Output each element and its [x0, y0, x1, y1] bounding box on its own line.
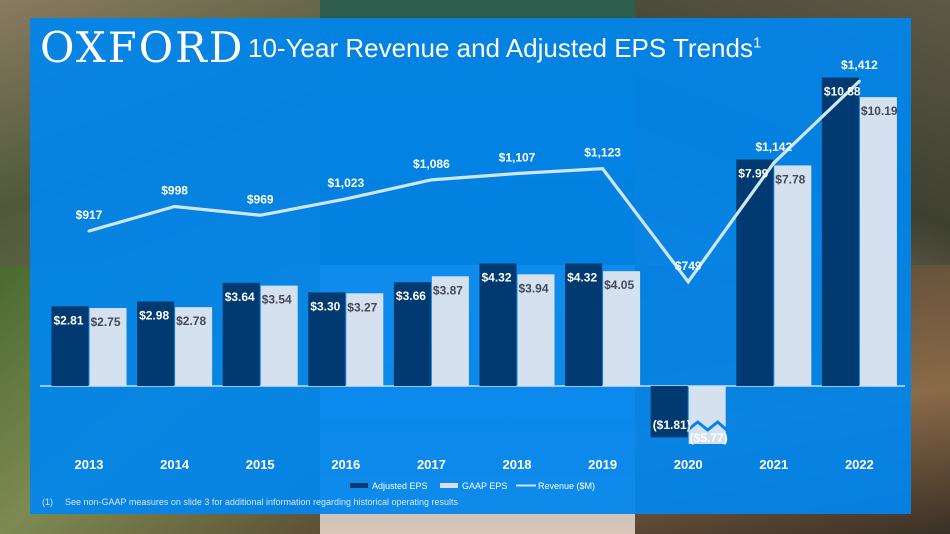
x-tick-label: 2019	[588, 457, 617, 472]
adjusted-eps-bar	[137, 301, 175, 386]
revenue-point	[772, 161, 776, 165]
legend-label: Revenue ($M)	[538, 481, 595, 491]
legend-swatch	[350, 483, 368, 488]
gaap-eps-label: $3.27	[347, 300, 377, 314]
adjusted-eps-label: ($1.81)	[653, 418, 691, 432]
gaap-eps-bar	[688, 386, 726, 444]
legend-label: Adjusted EPS	[372, 481, 428, 491]
revenue-line-layer	[87, 79, 861, 285]
gaap-eps-bar	[346, 293, 384, 386]
revenue-point	[601, 167, 605, 171]
adjusted-eps-label: $4.32	[482, 271, 512, 285]
x-tick-label: 2014	[160, 457, 190, 472]
gaap-eps-label: $4.05	[604, 278, 634, 292]
revenue-point	[87, 229, 91, 233]
gaap-eps-bar	[89, 308, 127, 386]
bars-layer	[40, 77, 905, 444]
revenue-label: $917	[76, 208, 103, 222]
legend-swatch	[440, 483, 458, 488]
x-tick-label: 2018	[503, 457, 532, 472]
page-title: 10-Year Revenue and Adjusted EPS Trends1	[248, 32, 761, 64]
x-tick-label: 2022	[845, 457, 874, 472]
footnote-marker: (1)	[42, 497, 53, 507]
adjusted-eps-label: $4.32	[567, 271, 597, 285]
revenue-line	[88, 80, 861, 285]
page-title-text: 10-Year Revenue and Adjusted EPS Trends	[248, 33, 753, 63]
revenue-point	[686, 280, 690, 284]
adjusted-eps-bar	[736, 159, 774, 386]
footnote-text: See non-GAAP measures on slide 3 for add…	[65, 497, 459, 507]
revenue-point	[857, 79, 861, 83]
adjusted-eps-bar	[565, 263, 603, 386]
labels-layer: $2.81 $2.75 2013 $2.98 $2.78 2014 $3.64 $3.54 20…	[54, 58, 898, 472]
gaap-eps-label: $3.94	[519, 281, 549, 295]
revenue-label: $1,023	[327, 176, 364, 190]
revenue-label: $998	[161, 183, 188, 197]
revenue-point	[429, 178, 433, 182]
adjusted-eps-label: $10.88	[824, 85, 861, 99]
revenue-label: $1,142	[755, 140, 792, 154]
legend-label: GAAP EPS	[462, 481, 507, 491]
gaap-eps-bar	[431, 276, 469, 386]
gaap-eps-bar	[260, 285, 298, 386]
footnote: (1) See non-GAAP measures on slide 3 for …	[42, 497, 458, 507]
adjusted-eps-label: $3.66	[396, 289, 426, 303]
gaap-eps-label: ($5.77)	[690, 431, 728, 445]
oxford-logo: OXFORD	[40, 23, 245, 72]
gaap-eps-label: $7.78	[775, 172, 805, 186]
gaap-eps-label: $2.78	[176, 314, 206, 328]
gaap-eps-label: $3.54	[262, 293, 292, 307]
x-tick-label: 2020	[674, 457, 703, 472]
revenue-label: $1,123	[584, 146, 621, 160]
adjusted-eps-bar	[308, 292, 346, 386]
x-tick-label: 2017	[417, 457, 446, 472]
gaap-eps-bar	[859, 97, 897, 387]
revenue-label: $969	[247, 192, 274, 206]
gaap-eps-bar	[774, 165, 812, 386]
adjusted-eps-bar	[222, 282, 260, 386]
adjusted-eps-label: $3.64	[225, 290, 255, 304]
revenue-label: $1,107	[499, 151, 536, 165]
gaap-eps-label: $10.19	[861, 104, 898, 118]
revenue-label: $749	[675, 259, 702, 273]
gaap-eps-bar	[603, 271, 641, 386]
revenue-point	[344, 197, 348, 201]
revenue-point	[173, 204, 177, 208]
revenue-point	[258, 213, 262, 217]
legend: Adjusted EPS GAAP EPS Revenue ($M)	[350, 481, 595, 491]
revenue-point	[515, 172, 519, 176]
x-tick-label: 2015	[246, 457, 275, 472]
adjusted-eps-bar	[393, 282, 431, 386]
revenue-label: $1,086	[413, 157, 450, 171]
title-footnote-marker: 1	[752, 34, 762, 52]
axis-break-marker	[686, 420, 728, 432]
x-tick-label: 2016	[331, 457, 360, 472]
adjusted-eps-bar	[51, 306, 89, 386]
gaap-eps-bar	[175, 307, 213, 386]
adjusted-eps-bar	[821, 77, 859, 386]
adjusted-eps-label: $2.98	[139, 309, 169, 323]
gaap-eps-bar	[517, 274, 555, 386]
adjusted-eps-bar	[650, 386, 688, 438]
adjusted-eps-label: $3.30	[310, 299, 340, 313]
adjusted-eps-label: $2.81	[54, 313, 84, 327]
adjusted-eps-label: $7.99	[738, 166, 768, 180]
gaap-eps-label: $2.75	[91, 315, 121, 329]
x-tick-label: 2021	[759, 457, 788, 472]
revenue-label: $1,412	[841, 58, 878, 72]
gaap-eps-label: $3.87	[433, 283, 463, 297]
x-tick-label: 2013	[75, 457, 104, 472]
adjusted-eps-bar	[479, 263, 517, 386]
